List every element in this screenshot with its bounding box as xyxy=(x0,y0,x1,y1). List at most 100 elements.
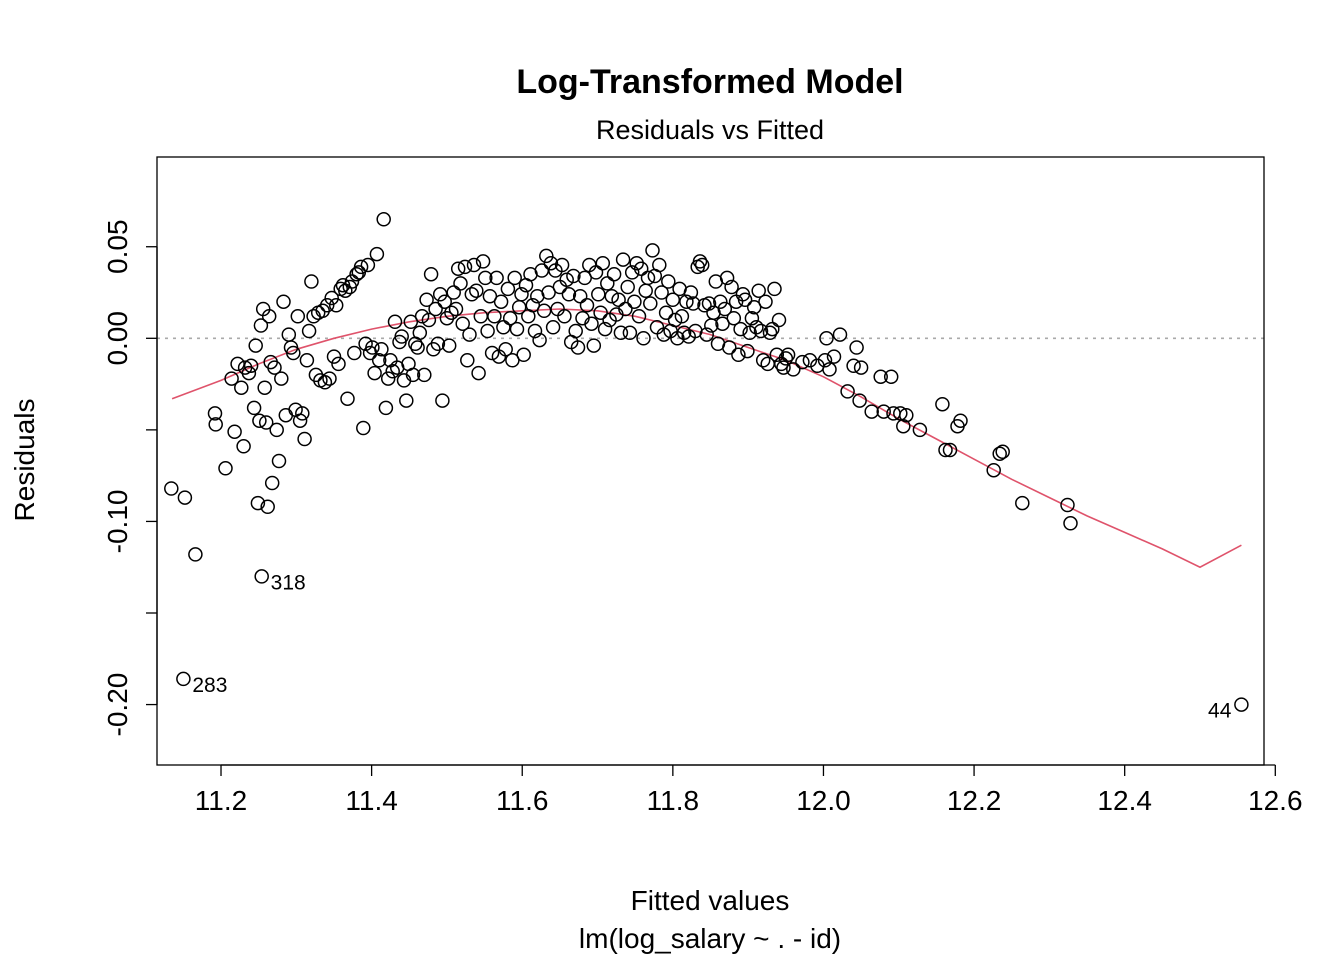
data-point xyxy=(295,406,310,421)
data-point xyxy=(636,331,651,346)
data-point xyxy=(717,301,733,317)
data-point xyxy=(234,380,249,395)
data-point xyxy=(620,279,635,295)
data-point xyxy=(543,255,559,271)
data-point xyxy=(261,309,277,324)
y-tick-label: -0.10 xyxy=(102,490,133,554)
data-point xyxy=(566,268,581,284)
data-point xyxy=(514,287,529,302)
data-point xyxy=(322,371,337,386)
data-point xyxy=(876,404,891,419)
data-point xyxy=(615,252,631,267)
data-point xyxy=(301,323,317,339)
x-tick-label: 12.4 xyxy=(1097,785,1152,816)
data-point xyxy=(724,279,739,295)
data-point xyxy=(853,360,869,375)
data-point xyxy=(1015,495,1030,511)
data-point xyxy=(817,353,833,368)
data-point xyxy=(751,283,766,298)
data-point xyxy=(347,345,362,361)
data-point xyxy=(667,312,683,328)
data-point xyxy=(328,298,344,313)
data-point xyxy=(582,257,597,273)
data-point xyxy=(260,499,275,515)
data-point xyxy=(324,290,339,306)
data-point xyxy=(412,325,428,341)
data-point xyxy=(593,305,608,320)
data-point xyxy=(290,309,306,324)
data-point xyxy=(731,347,746,363)
data-point xyxy=(466,257,482,273)
data-point xyxy=(448,301,464,317)
data-point xyxy=(319,298,335,313)
data-point xyxy=(532,332,547,348)
data-point xyxy=(699,327,714,342)
data-point xyxy=(414,309,430,324)
data-point xyxy=(218,461,233,476)
data-point xyxy=(340,391,355,406)
data-point xyxy=(552,279,568,295)
data-point xyxy=(849,340,864,355)
data-point xyxy=(584,316,599,331)
data-point xyxy=(430,336,446,352)
data-point xyxy=(224,371,239,386)
data-point xyxy=(767,281,782,297)
data-point xyxy=(737,292,753,308)
data-point xyxy=(258,415,274,430)
data-point xyxy=(281,327,297,342)
data-point xyxy=(572,288,588,304)
data-point xyxy=(505,353,520,368)
data-point xyxy=(640,270,656,286)
y-tick-label: 0.05 xyxy=(102,219,133,273)
smooth-line-layer xyxy=(171,308,1242,569)
data-point xyxy=(403,314,419,330)
data-point xyxy=(627,294,642,309)
x-tick-label: 12.2 xyxy=(947,785,1002,816)
data-point xyxy=(525,298,541,313)
data-point xyxy=(423,266,439,282)
data-point xyxy=(484,345,500,361)
data-point xyxy=(267,360,282,375)
data-point xyxy=(953,413,968,428)
x-tick-label: 11.8 xyxy=(647,785,699,816)
data-point xyxy=(394,329,409,344)
data-point xyxy=(473,309,489,324)
data-point xyxy=(460,353,475,368)
data-point xyxy=(591,287,606,302)
data-point xyxy=(475,254,491,269)
data-point xyxy=(498,342,513,357)
data-point xyxy=(164,481,179,496)
point-labels-layer: 318 283 44 xyxy=(192,571,1231,722)
data-point xyxy=(769,347,785,363)
data-point xyxy=(568,323,583,339)
data-point xyxy=(516,347,531,363)
data-point xyxy=(421,312,437,328)
data-point xyxy=(606,266,622,282)
data-point xyxy=(264,475,280,491)
data-point xyxy=(986,462,1001,478)
data-point xyxy=(326,349,342,364)
data-point xyxy=(762,325,778,341)
data-point xyxy=(652,257,667,273)
data-point xyxy=(274,371,289,386)
data-point xyxy=(471,365,486,381)
x-tick-label: 12.6 xyxy=(1248,785,1303,816)
data-point xyxy=(353,259,369,275)
data-point xyxy=(378,400,394,416)
x-tick-label: 11.6 xyxy=(496,785,548,816)
data-point xyxy=(292,413,308,428)
data-point xyxy=(679,294,694,309)
data-point xyxy=(733,321,748,337)
data-point xyxy=(356,420,371,436)
data-point xyxy=(509,321,525,337)
y-axis: -0.20 -0.10 0.00 0.05 xyxy=(102,219,158,736)
data-point xyxy=(561,287,577,302)
data-point xyxy=(935,396,950,412)
data-point xyxy=(713,294,728,309)
data-point xyxy=(758,294,773,309)
data-point xyxy=(478,270,493,286)
data-point xyxy=(749,320,764,335)
data-point xyxy=(207,406,223,421)
x-axis-subtitle: lm(log_salary ~ . - id) xyxy=(579,923,841,954)
